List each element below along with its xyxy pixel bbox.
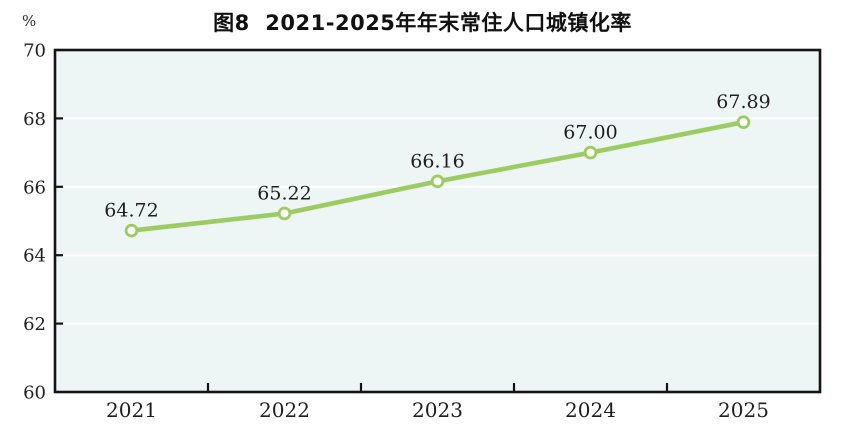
- data-point-marker: [736, 115, 751, 129]
- chart-title: 图8 2021-2025年年末常住人口城镇化率: [213, 11, 632, 35]
- x-axis-label: 2025: [718, 398, 769, 422]
- data-point-label: 64.72: [104, 200, 158, 222]
- data-point-marker: [430, 174, 445, 189]
- data-point-label: 67.00: [563, 122, 617, 144]
- plot-area-bg: [55, 50, 820, 392]
- data-point-marker: [124, 223, 139, 238]
- x-axis-label: 2021: [106, 398, 157, 422]
- x-axis-label: 2024: [565, 398, 616, 422]
- y-tick-label: 62: [23, 314, 46, 335]
- y-tick-label: 66: [23, 177, 46, 198]
- data-point-label: 67.89: [716, 91, 770, 113]
- y-axis-unit-label: %: [22, 12, 37, 30]
- data-point-label: 65.22: [257, 182, 311, 204]
- plot-area-border: [53, 48, 822, 394]
- y-tick-label: 70: [23, 41, 46, 62]
- x-axis-label: 2022: [259, 398, 310, 422]
- x-axis-label: 2023: [412, 398, 463, 422]
- data-point-label: 66.16: [410, 150, 464, 172]
- y-tick-label: 60: [23, 383, 46, 404]
- data-point-marker: [277, 206, 292, 221]
- y-tick-label: 68: [23, 109, 46, 130]
- y-tick-label: 64: [23, 246, 46, 267]
- data-point-marker: [583, 145, 598, 160]
